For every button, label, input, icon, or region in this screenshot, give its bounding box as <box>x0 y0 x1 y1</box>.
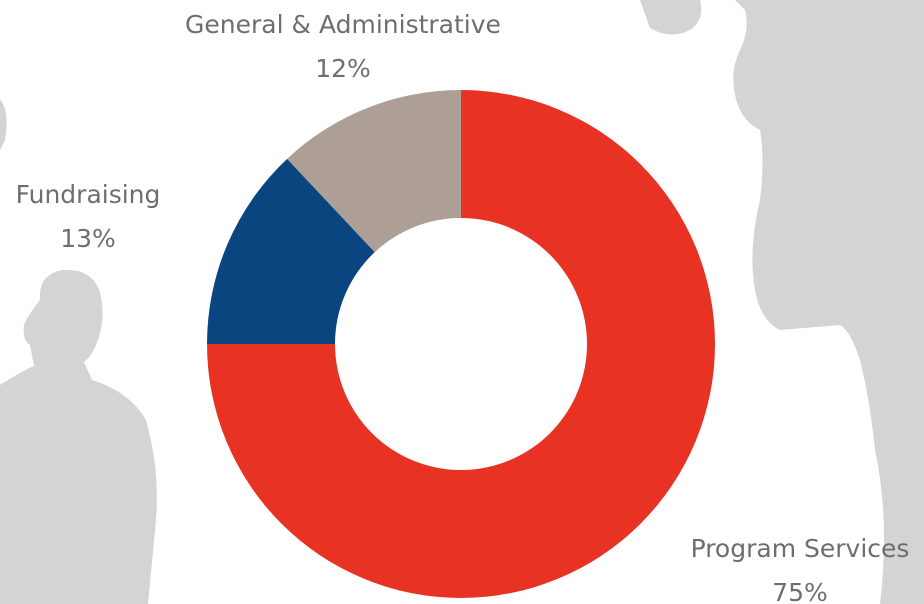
slice-label: Program Services <box>691 534 910 563</box>
slice-label: General & Administrative <box>185 10 501 39</box>
donut <box>207 90 715 598</box>
slice-value-label: 75% <box>772 578 828 604</box>
donut-slice <box>207 90 715 598</box>
slice-value-label: 12% <box>315 54 371 83</box>
donut-slice <box>287 90 461 253</box>
labels: Program Services 75% Fundraising 13% General… <box>16 10 910 604</box>
donut-slice <box>207 158 375 344</box>
slice-value-label: 13% <box>60 224 116 253</box>
slice-label: Fundraising <box>16 180 161 209</box>
